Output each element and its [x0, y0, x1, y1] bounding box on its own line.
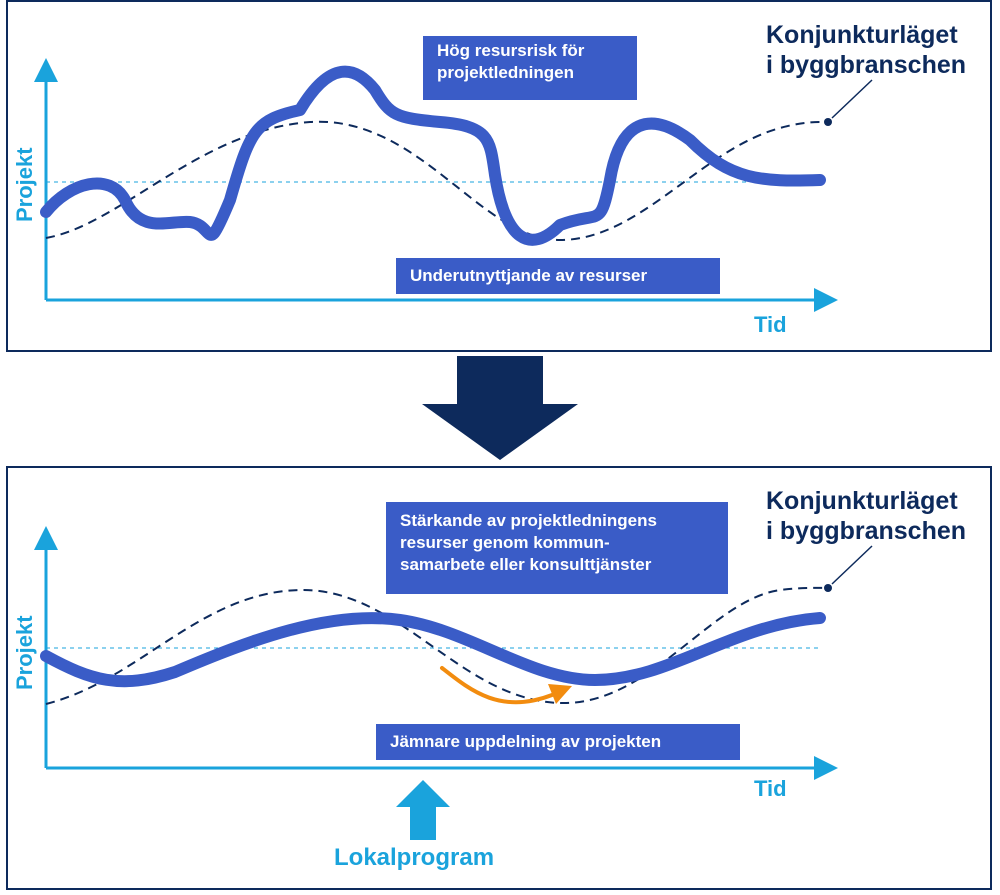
top-business-cycle-curve: [45, 120, 829, 242]
lokalprogram-up-arrow-icon: [396, 780, 450, 840]
bottom-callout-even-distribution: Jämnare uppdelning av projekten: [376, 724, 740, 760]
smoothing-arrow: [440, 666, 554, 705]
transition-arrow-icon: [422, 356, 578, 460]
bottom-callout-strengthening: Stärkande av projektledningens resurser …: [386, 502, 728, 594]
bottom-label-leader: [831, 545, 873, 585]
top-callout-high-risk: Hög resursrisk för projektledningen: [423, 36, 637, 100]
bottom-y-axis-label: Projekt: [12, 615, 37, 690]
top-callout-underutilization: Underutnyttjande av resurser: [396, 258, 720, 294]
top-series-label: Konjunkturläget i byggbranschen: [766, 21, 967, 79]
bottom-business-cycle-curve: [45, 586, 829, 705]
top-y-axis-arrowhead: [34, 58, 58, 82]
smoothing-arrowhead: [548, 684, 572, 704]
top-x-axis-label: Tid: [754, 312, 787, 337]
top-curve-end-dot: [824, 118, 832, 126]
bottom-series-label: Konjunkturläget i byggbranschen: [766, 487, 967, 545]
bottom-curve-end-dot: [824, 584, 832, 592]
top-y-axis-label: Projekt: [12, 147, 37, 222]
bottom-y-axis-arrowhead: [34, 526, 58, 550]
top-project-load-curve: [40, 65, 826, 246]
top-x-axis-arrowhead: [814, 288, 838, 312]
bottom-x-axis-arrowhead: [814, 756, 838, 780]
lokalprogram-label: Lokalprogram: [334, 844, 495, 871]
bottom-project-load-curve: [40, 612, 826, 688]
top-label-leader: [831, 79, 873, 119]
bottom-x-axis-label: Tid: [754, 776, 787, 801]
